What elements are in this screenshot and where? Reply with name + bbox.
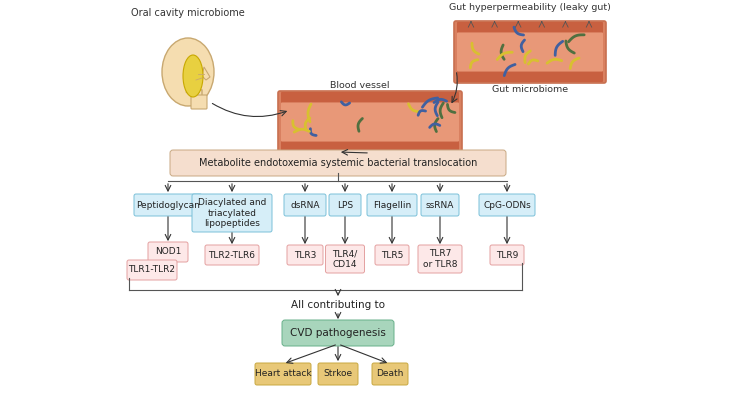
Text: TLR1-TLR2: TLR1-TLR2 [128, 266, 176, 274]
FancyBboxPatch shape [205, 245, 259, 265]
Polygon shape [202, 67, 210, 80]
Text: NOD1: NOD1 [154, 248, 182, 257]
Text: TLR4/
CD14: TLR4/ CD14 [332, 249, 358, 269]
Text: Strkoe: Strkoe [323, 369, 352, 378]
Text: Gut hyperpermeability (leaky gut): Gut hyperpermeability (leaky gut) [449, 2, 611, 11]
FancyBboxPatch shape [281, 92, 459, 105]
Text: Flagellin: Flagellin [373, 200, 411, 209]
Polygon shape [186, 88, 202, 100]
FancyBboxPatch shape [148, 242, 188, 262]
Text: Oral cavity microbiome: Oral cavity microbiome [131, 8, 244, 18]
Text: Metabolite endotoxemia systemic bacterial translocation: Metabolite endotoxemia systemic bacteria… [199, 158, 477, 168]
Ellipse shape [183, 55, 203, 97]
FancyBboxPatch shape [479, 194, 535, 216]
FancyBboxPatch shape [281, 140, 459, 152]
Text: Death: Death [376, 369, 404, 378]
FancyBboxPatch shape [375, 245, 409, 265]
FancyBboxPatch shape [318, 363, 358, 385]
FancyBboxPatch shape [284, 194, 326, 216]
FancyBboxPatch shape [326, 245, 364, 273]
Text: Gut microbiome: Gut microbiome [492, 84, 568, 94]
FancyBboxPatch shape [457, 22, 603, 35]
Text: CpG-ODNs: CpG-ODNs [483, 200, 531, 209]
FancyBboxPatch shape [278, 91, 462, 153]
Text: dsRNA: dsRNA [290, 200, 320, 209]
FancyBboxPatch shape [367, 194, 417, 216]
FancyBboxPatch shape [170, 150, 506, 176]
Text: Peptidoglycan: Peptidoglycan [136, 200, 200, 209]
FancyBboxPatch shape [287, 245, 323, 265]
Text: Heart attack: Heart attack [255, 369, 311, 378]
FancyBboxPatch shape [457, 70, 603, 82]
FancyBboxPatch shape [329, 194, 361, 216]
Text: TLR9: TLR9 [496, 250, 518, 259]
Text: TLR5: TLR5 [381, 250, 404, 259]
Text: All contributing to: All contributing to [291, 300, 385, 310]
FancyBboxPatch shape [255, 363, 311, 385]
FancyBboxPatch shape [454, 21, 606, 83]
Ellipse shape [162, 38, 214, 106]
FancyBboxPatch shape [192, 194, 272, 232]
FancyBboxPatch shape [372, 363, 408, 385]
FancyBboxPatch shape [457, 33, 603, 72]
Text: TLR3: TLR3 [294, 250, 316, 259]
Text: LPS: LPS [337, 200, 353, 209]
FancyBboxPatch shape [418, 245, 462, 273]
FancyBboxPatch shape [127, 260, 177, 280]
Text: CVD pathogenesis: CVD pathogenesis [290, 328, 386, 338]
FancyBboxPatch shape [490, 245, 524, 265]
FancyBboxPatch shape [421, 194, 459, 216]
FancyBboxPatch shape [281, 103, 459, 141]
Text: ssRNA: ssRNA [426, 200, 454, 209]
FancyBboxPatch shape [282, 320, 394, 346]
FancyBboxPatch shape [191, 95, 207, 109]
Text: Diacylated and
triacylated
lipopeptides: Diacylated and triacylated lipopeptides [198, 198, 266, 228]
FancyBboxPatch shape [134, 194, 202, 216]
Text: Blood vessel: Blood vessel [330, 81, 390, 90]
Text: TLR2-TLR6: TLR2-TLR6 [209, 250, 256, 259]
Text: TLR7
or TLR8: TLR7 or TLR8 [423, 249, 458, 269]
